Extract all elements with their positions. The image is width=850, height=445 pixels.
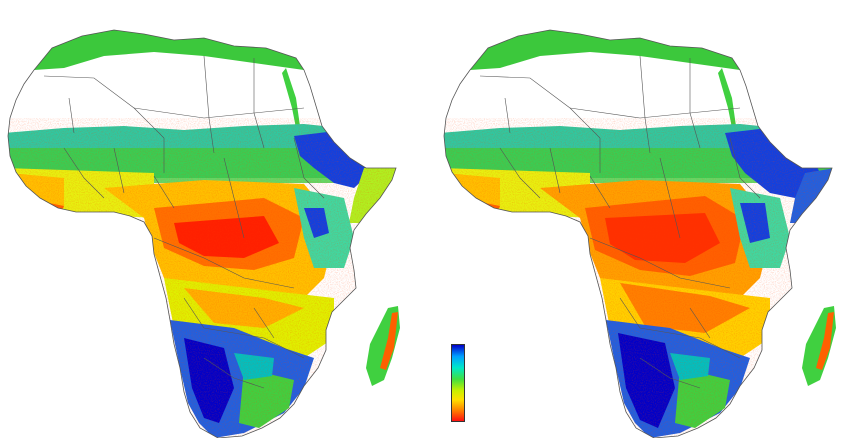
colorbar-legend (451, 344, 465, 422)
africa-map-right (440, 8, 850, 438)
africa-map-svg-right (443, 29, 836, 438)
africa-map-svg-left (7, 29, 400, 438)
africa-map-left (4, 8, 414, 438)
country-borders-right (479, 55, 761, 389)
country-borders-left (43, 55, 325, 389)
